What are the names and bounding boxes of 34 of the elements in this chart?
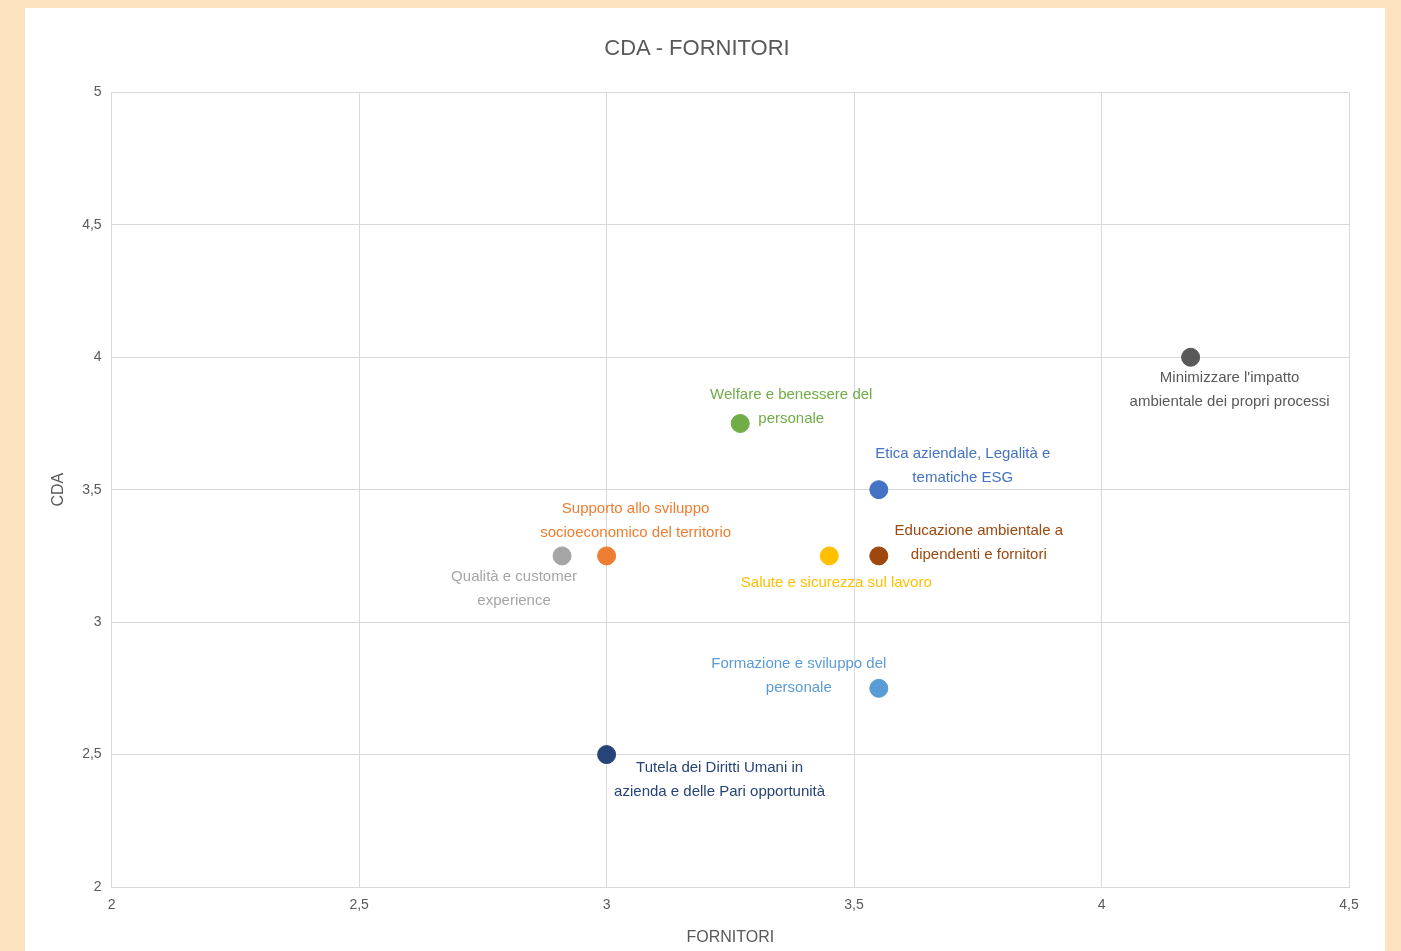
- x-tick-label: 4,5: [1339, 896, 1359, 913]
- point: [819, 546, 839, 566]
- text: Supporto allo sviluppo socioeconomico del territorio: [540, 499, 732, 541]
- point: [1181, 347, 1201, 367]
- x-tick-label: 2,5: [349, 896, 370, 913]
- y-tick-label: 4: [93, 348, 102, 365]
- point: [869, 678, 889, 698]
- x-tick-label: 4: [1097, 896, 1106, 913]
- series-label: Qualità e customer experience: [451, 567, 577, 609]
- y-axis-title: CDA: [49, 472, 67, 507]
- y-tick-label: 2,5: [82, 745, 102, 762]
- point: [869, 480, 889, 500]
- series-label: Tutela dei Diritti Umani in azienda e delle Pari opportunità: [614, 757, 826, 799]
- series-label: Formazione e sviluppo del personale: [711, 654, 887, 696]
- x-axis-title: FORNITORI: [686, 927, 775, 945]
- series-label: Educazione ambientale a dipendenti e fornitori: [894, 521, 1064, 563]
- point: [597, 546, 617, 566]
- text: Minimizzare l'impatto ambientale dei propri processi: [1129, 368, 1330, 410]
- series-label: Welfare e benessere del personale: [710, 384, 873, 426]
- x-tick-label: 3: [602, 896, 611, 913]
- series-label: Etica aziendale, Legalità e tematiche ESG: [875, 443, 1051, 485]
- y-tick-label: 3: [93, 612, 102, 629]
- chart-title: CDA - FORNITORI: [604, 35, 790, 61]
- y-tick-label: 4,5: [82, 215, 102, 232]
- x-tick-label: 2: [107, 896, 116, 913]
- series-label: Salute e sicurezza sul lavoro: [740, 573, 932, 591]
- point: [869, 546, 889, 566]
- point: [730, 413, 750, 433]
- x-tick-label: 3,5: [844, 896, 865, 913]
- y-tick-label: 3,5: [82, 480, 102, 497]
- point: [597, 745, 617, 765]
- y-tick-label: 2: [93, 877, 102, 894]
- y-tick-label: 5: [93, 83, 102, 100]
- point: [552, 546, 572, 566]
